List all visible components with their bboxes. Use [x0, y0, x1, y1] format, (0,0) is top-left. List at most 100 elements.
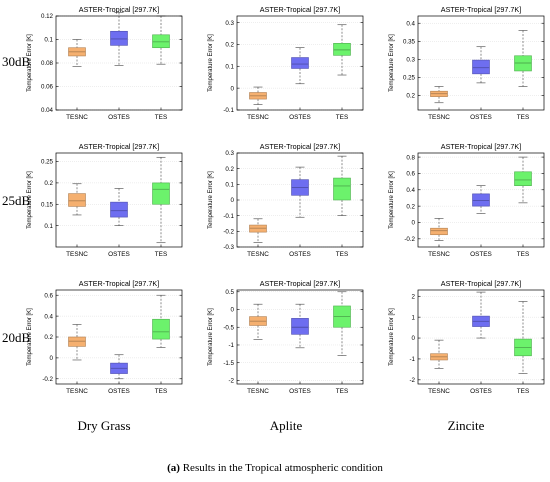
box-iqr — [110, 201, 128, 218]
y-tick-label: 0.3 — [225, 150, 234, 157]
chart-panel-5: ASTER-Tropical [297.7K] Temperature Error… — [208, 142, 364, 258]
x-tick-label: OSTES — [108, 114, 130, 121]
y-axis-label: Temperature Error [K] — [27, 171, 33, 229]
y-tick-label: -0.1 — [223, 213, 234, 220]
box-tesnc — [430, 339, 448, 369]
y-axis-label: Temperature Error [K] — [389, 34, 395, 92]
x-tick-label: OSTES — [470, 251, 492, 258]
chart-title: ASTER-Tropical [297.7K] — [441, 142, 521, 151]
x-tick-label: TESNC — [428, 388, 450, 395]
box-iqr — [68, 336, 86, 347]
x-tick-label: OSTES — [108, 388, 130, 395]
box-ostes — [291, 166, 309, 218]
x-tick-label: TES — [155, 388, 167, 395]
x-tick-label: TES — [155, 114, 167, 121]
y-tick-label: 0.25 — [41, 159, 54, 166]
x-tick-label: OSTES — [289, 388, 311, 395]
x-tick-label: TESNC — [428, 114, 450, 121]
x-tick-label: TES — [336, 251, 348, 258]
y-axis-label: Temperature Error [K] — [208, 34, 214, 92]
y-tick-label: 0.2 — [44, 334, 53, 341]
x-tick-label: TESNC — [247, 114, 269, 121]
chart-title: ASTER-Tropical [297.7K] — [260, 279, 340, 288]
chart-panel-2: ASTER-Tropical [297.7K] Temperature Error… — [208, 5, 364, 121]
y-tick-label: 0.6 — [44, 292, 53, 299]
chart-panel-4: ASTER-Tropical [297.7K] Temperature Error… — [27, 142, 183, 258]
y-tick-label: 0.15 — [41, 201, 54, 208]
y-tick-label: 0.2 — [225, 166, 234, 173]
y-tick-label: -1.5 — [223, 360, 234, 367]
chart-panel-6: ASTER-Tropical [297.7K] Temperature Error… — [389, 142, 545, 258]
x-tick-label: TES — [517, 251, 529, 258]
y-tick-label: -1 — [228, 342, 234, 349]
box-ostes — [110, 188, 128, 226]
y-tick-label: 0.1 — [44, 37, 53, 44]
y-tick-label: -2 — [228, 378, 234, 385]
plot-frame — [236, 152, 364, 248]
chart-title: ASTER-Tropical [297.7K] — [260, 142, 340, 151]
x-tick-label: TES — [517, 388, 529, 395]
y-axis-label: Temperature Error [K] — [208, 308, 214, 366]
box-iqr — [68, 193, 86, 207]
chart-panel-3: ASTER-Tropical [297.7K] Temperature Error… — [389, 5, 545, 121]
y-tick-label: 0.8 — [406, 154, 415, 161]
y-tick-label: -0.2 — [223, 229, 234, 236]
chart-title: ASTER-Tropical [297.7K] — [260, 5, 340, 14]
column-label-zincite: Zincite — [447, 418, 485, 433]
y-tick-label: -2 — [409, 377, 415, 384]
chart-title: ASTER-Tropical [297.7K] — [441, 279, 521, 288]
box-tesnc — [430, 86, 448, 104]
x-tick-label: TES — [517, 114, 529, 121]
chart-panel-7: ASTER-Tropical [297.7K] Temperature Error… — [27, 279, 183, 395]
plot-frame — [417, 289, 545, 385]
y-tick-label: 0.1 — [44, 223, 53, 230]
box-tesnc — [249, 218, 267, 243]
box-tes — [333, 24, 351, 76]
y-tick-label: 0.08 — [41, 60, 54, 67]
box-tes — [152, 294, 170, 348]
y-tick-label: 1 — [412, 314, 416, 321]
y-tick-label: 0.2 — [406, 93, 415, 100]
y-tick-label: 0 — [50, 355, 54, 362]
y-tick-label: 0.2 — [406, 203, 415, 210]
box-ostes — [110, 354, 128, 380]
box-iqr — [333, 43, 351, 56]
box-tes — [514, 156, 532, 204]
box-iqr — [472, 59, 490, 75]
y-axis-label: Temperature Error [K] — [389, 171, 395, 229]
y-tick-label: 0 — [231, 307, 235, 314]
y-tick-label: 0.2 — [225, 42, 234, 49]
y-axis-label: Temperature Error [K] — [389, 308, 395, 366]
y-tick-label: 2 — [412, 293, 416, 300]
caption-text: Results in the Tropical atmospheric cond… — [182, 462, 383, 474]
x-tick-label: TESNC — [428, 251, 450, 258]
x-tick-label: OSTES — [289, 251, 311, 258]
column-label-dry-grass: Dry Grass — [77, 418, 131, 433]
box-iqr — [291, 57, 309, 69]
box-tesnc — [68, 324, 86, 361]
box-tesnc — [249, 86, 267, 105]
box-ostes — [291, 47, 309, 85]
box-ostes — [472, 291, 490, 339]
box-ostes — [472, 46, 490, 84]
box-tes — [514, 301, 532, 374]
y-tick-label: 0 — [412, 220, 416, 227]
box-tes — [333, 155, 351, 216]
box-iqr — [152, 34, 170, 49]
y-tick-label: -0.1 — [223, 107, 234, 114]
y-axis-label: Temperature Error [K] — [27, 308, 33, 366]
y-tick-label: 0.4 — [406, 20, 415, 27]
chart-title: ASTER-Tropical [297.7K] — [79, 5, 159, 14]
y-tick-label: 0.4 — [406, 187, 415, 194]
y-tick-label: -0.2 — [404, 236, 415, 243]
plot-frame — [236, 289, 364, 385]
column-label-aplite: Aplite — [269, 418, 303, 433]
figure-caption: (a) Results in the Tropical atmospheric … — [0, 462, 550, 474]
y-tick-label: 0.4 — [44, 313, 53, 320]
box-iqr — [430, 227, 448, 236]
y-tick-label: 0.2 — [44, 180, 53, 187]
y-tick-label: 0.3 — [225, 20, 234, 27]
box-tes — [514, 30, 532, 87]
box-iqr — [110, 30, 128, 46]
